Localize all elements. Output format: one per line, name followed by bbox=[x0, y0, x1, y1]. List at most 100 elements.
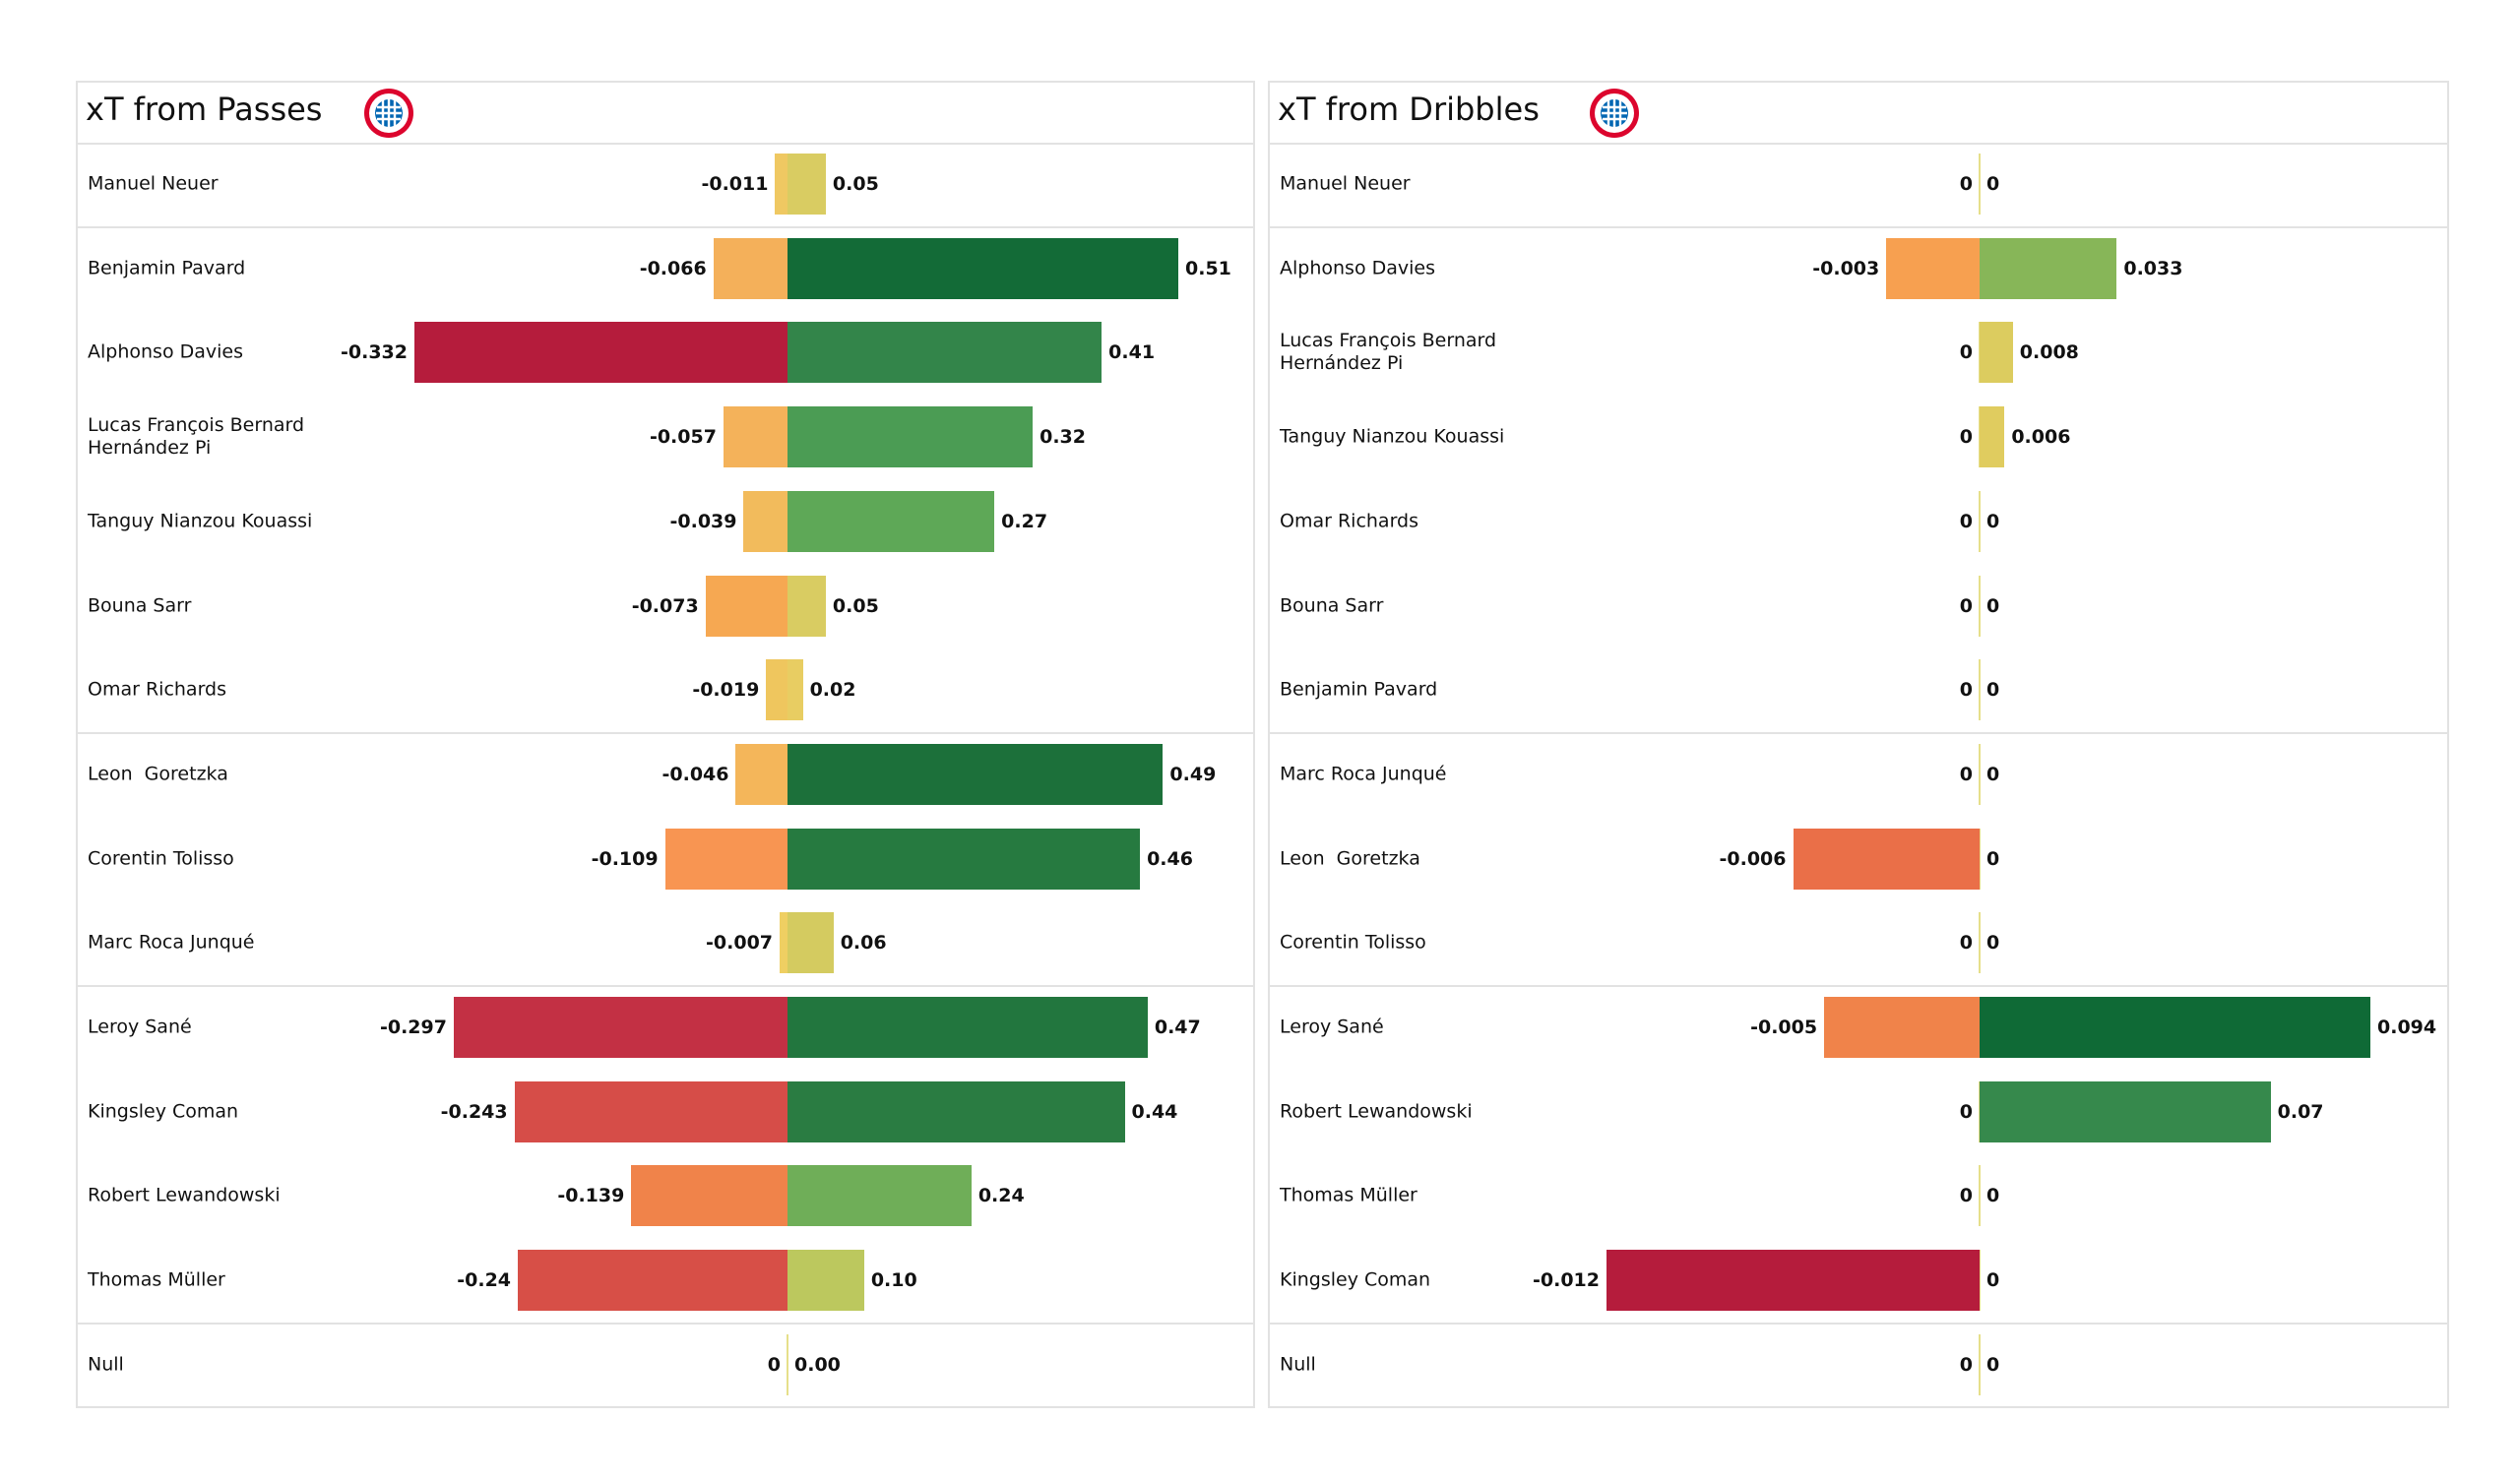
panel-title: xT from Passes bbox=[86, 91, 323, 128]
negative-bar bbox=[766, 659, 788, 721]
zero-line bbox=[1979, 912, 1981, 974]
negative-value-label: -0.109 bbox=[591, 847, 659, 870]
negative-value-label: -0.24 bbox=[457, 1269, 512, 1292]
group-separator bbox=[1270, 225, 2447, 228]
negative-value-label: 0 bbox=[1959, 763, 1973, 785]
player-name: Tanguy Nianzou Kouassi bbox=[88, 510, 313, 532]
zero-line bbox=[1979, 828, 1981, 890]
zero-line bbox=[1979, 490, 1981, 552]
player-name: Manuel Neuer bbox=[1280, 172, 1411, 195]
negative-bar bbox=[414, 322, 788, 384]
positive-value-label: 0.24 bbox=[977, 1185, 1025, 1207]
positive-bar bbox=[1980, 406, 2005, 468]
negative-bar bbox=[1606, 1250, 1980, 1312]
negative-value-label: 0 bbox=[1959, 426, 1973, 449]
player-name: Robert Lewandowski bbox=[1280, 1100, 1473, 1123]
positive-value-label: 0 bbox=[1986, 510, 2000, 532]
player-name: Omar Richards bbox=[88, 678, 227, 701]
negative-bar bbox=[705, 575, 788, 637]
negative-value-label: -0.011 bbox=[701, 173, 769, 195]
negative-value-label: -0.006 bbox=[1719, 847, 1787, 870]
player-name: Null bbox=[88, 1353, 124, 1376]
negative-bar bbox=[735, 743, 788, 805]
negative-bar bbox=[743, 490, 788, 552]
negative-value-label: -0.012 bbox=[1533, 1269, 1600, 1292]
positive-value-label: 0 bbox=[1986, 679, 2000, 702]
player-name: Thomas Müller bbox=[88, 1268, 225, 1291]
club-crest-icon bbox=[1590, 89, 1639, 138]
negative-bar bbox=[514, 1080, 788, 1142]
negative-value-label: 0 bbox=[1959, 594, 1973, 617]
player-name: Thomas Müller bbox=[1280, 1184, 1418, 1206]
positive-bar bbox=[788, 490, 995, 552]
player-name: Corentin Tolisso bbox=[1280, 931, 1426, 954]
positive-value-label: 0.47 bbox=[1154, 1017, 1201, 1038]
positive-bar bbox=[788, 154, 826, 215]
positive-value-label: 0 bbox=[1986, 763, 2000, 785]
positive-value-label: 0 bbox=[1986, 594, 2000, 617]
negative-value-label: -0.073 bbox=[631, 594, 699, 617]
positive-value-label: 0.10 bbox=[870, 1269, 917, 1292]
zero-line bbox=[787, 1333, 788, 1395]
negative-value-label: -0.003 bbox=[1812, 257, 1880, 279]
negative-value-label: 0 bbox=[1959, 510, 1973, 532]
negative-bar bbox=[1824, 997, 1980, 1058]
dribbles-panel: xT from Dribbles Manuel Neuer 0 0 Alphonso … bbox=[1268, 81, 2449, 1408]
negative-bar bbox=[518, 1250, 788, 1312]
zero-line bbox=[1979, 659, 1981, 721]
positive-bar bbox=[788, 912, 834, 974]
negative-bar bbox=[780, 912, 788, 974]
player-name: Leroy Sané bbox=[1280, 1016, 1384, 1038]
positive-bar bbox=[788, 997, 1148, 1058]
positive-value-label: 0.27 bbox=[1001, 510, 1048, 532]
negative-value-label: -0.007 bbox=[706, 932, 774, 955]
positive-bar bbox=[788, 575, 826, 637]
positive-value-label: 0.006 bbox=[2011, 426, 2071, 449]
zero-line bbox=[1979, 743, 1981, 805]
negative-value-label: -0.297 bbox=[379, 1017, 447, 1038]
negative-value-label: -0.046 bbox=[662, 763, 729, 785]
negative-bar bbox=[631, 1165, 788, 1227]
player-name: Omar Richards bbox=[1280, 510, 1419, 532]
negative-value-label: 0 bbox=[1959, 679, 1973, 702]
passes-panel: xT from Passes Manuel Neuer -0.011 0.05 Ben… bbox=[76, 81, 1255, 1408]
positive-bar bbox=[788, 1165, 972, 1227]
group-separator bbox=[78, 225, 1253, 228]
positive-bar bbox=[1980, 997, 2370, 1058]
positive-value-label: 0.094 bbox=[2377, 1017, 2437, 1038]
negative-bar bbox=[664, 828, 788, 890]
player-name: Manuel Neuer bbox=[88, 172, 219, 195]
negative-bar bbox=[1886, 237, 1980, 299]
player-name: Benjamin Pavard bbox=[1280, 678, 1438, 701]
positive-value-label: 0.41 bbox=[1108, 341, 1156, 364]
positive-value-label: 0 bbox=[1986, 1353, 2000, 1376]
positive-bar bbox=[788, 1080, 1125, 1142]
positive-bar bbox=[1980, 322, 2013, 384]
positive-value-label: 0.06 bbox=[840, 932, 887, 955]
positive-bar bbox=[788, 1250, 864, 1312]
player-name: Leon Goretzka bbox=[1280, 847, 1420, 870]
player-name: Robert Lewandowski bbox=[88, 1184, 281, 1206]
positive-value-label: 0 bbox=[1986, 173, 2000, 195]
negative-value-label: 0 bbox=[1959, 932, 1973, 955]
negative-value-label: -0.243 bbox=[440, 1100, 508, 1123]
negative-value-label: 0 bbox=[1959, 341, 1973, 364]
negative-bar bbox=[713, 237, 788, 299]
player-name: Kingsley Coman bbox=[1280, 1268, 1431, 1291]
positive-bar bbox=[788, 322, 1102, 384]
negative-value-label: -0.139 bbox=[557, 1185, 625, 1207]
positive-bar bbox=[788, 659, 803, 721]
positive-bar bbox=[1980, 237, 2117, 299]
player-name: Marc Roca Junqué bbox=[88, 931, 255, 954]
positive-value-label: 0 bbox=[1986, 847, 2000, 870]
player-name: Tanguy Nianzou Kouassi bbox=[1280, 425, 1505, 448]
negative-value-label: -0.039 bbox=[669, 510, 737, 532]
positive-value-label: 0.00 bbox=[794, 1353, 841, 1376]
zero-line bbox=[1979, 1250, 1981, 1312]
positive-value-label: 0.05 bbox=[832, 173, 879, 195]
negative-value-label: -0.057 bbox=[649, 426, 717, 449]
player-name: Null bbox=[1280, 1353, 1316, 1376]
player-name: Lucas François Bernard Hernández Pi bbox=[88, 414, 305, 460]
positive-value-label: 0.51 bbox=[1185, 257, 1231, 279]
positive-bar bbox=[788, 237, 1178, 299]
